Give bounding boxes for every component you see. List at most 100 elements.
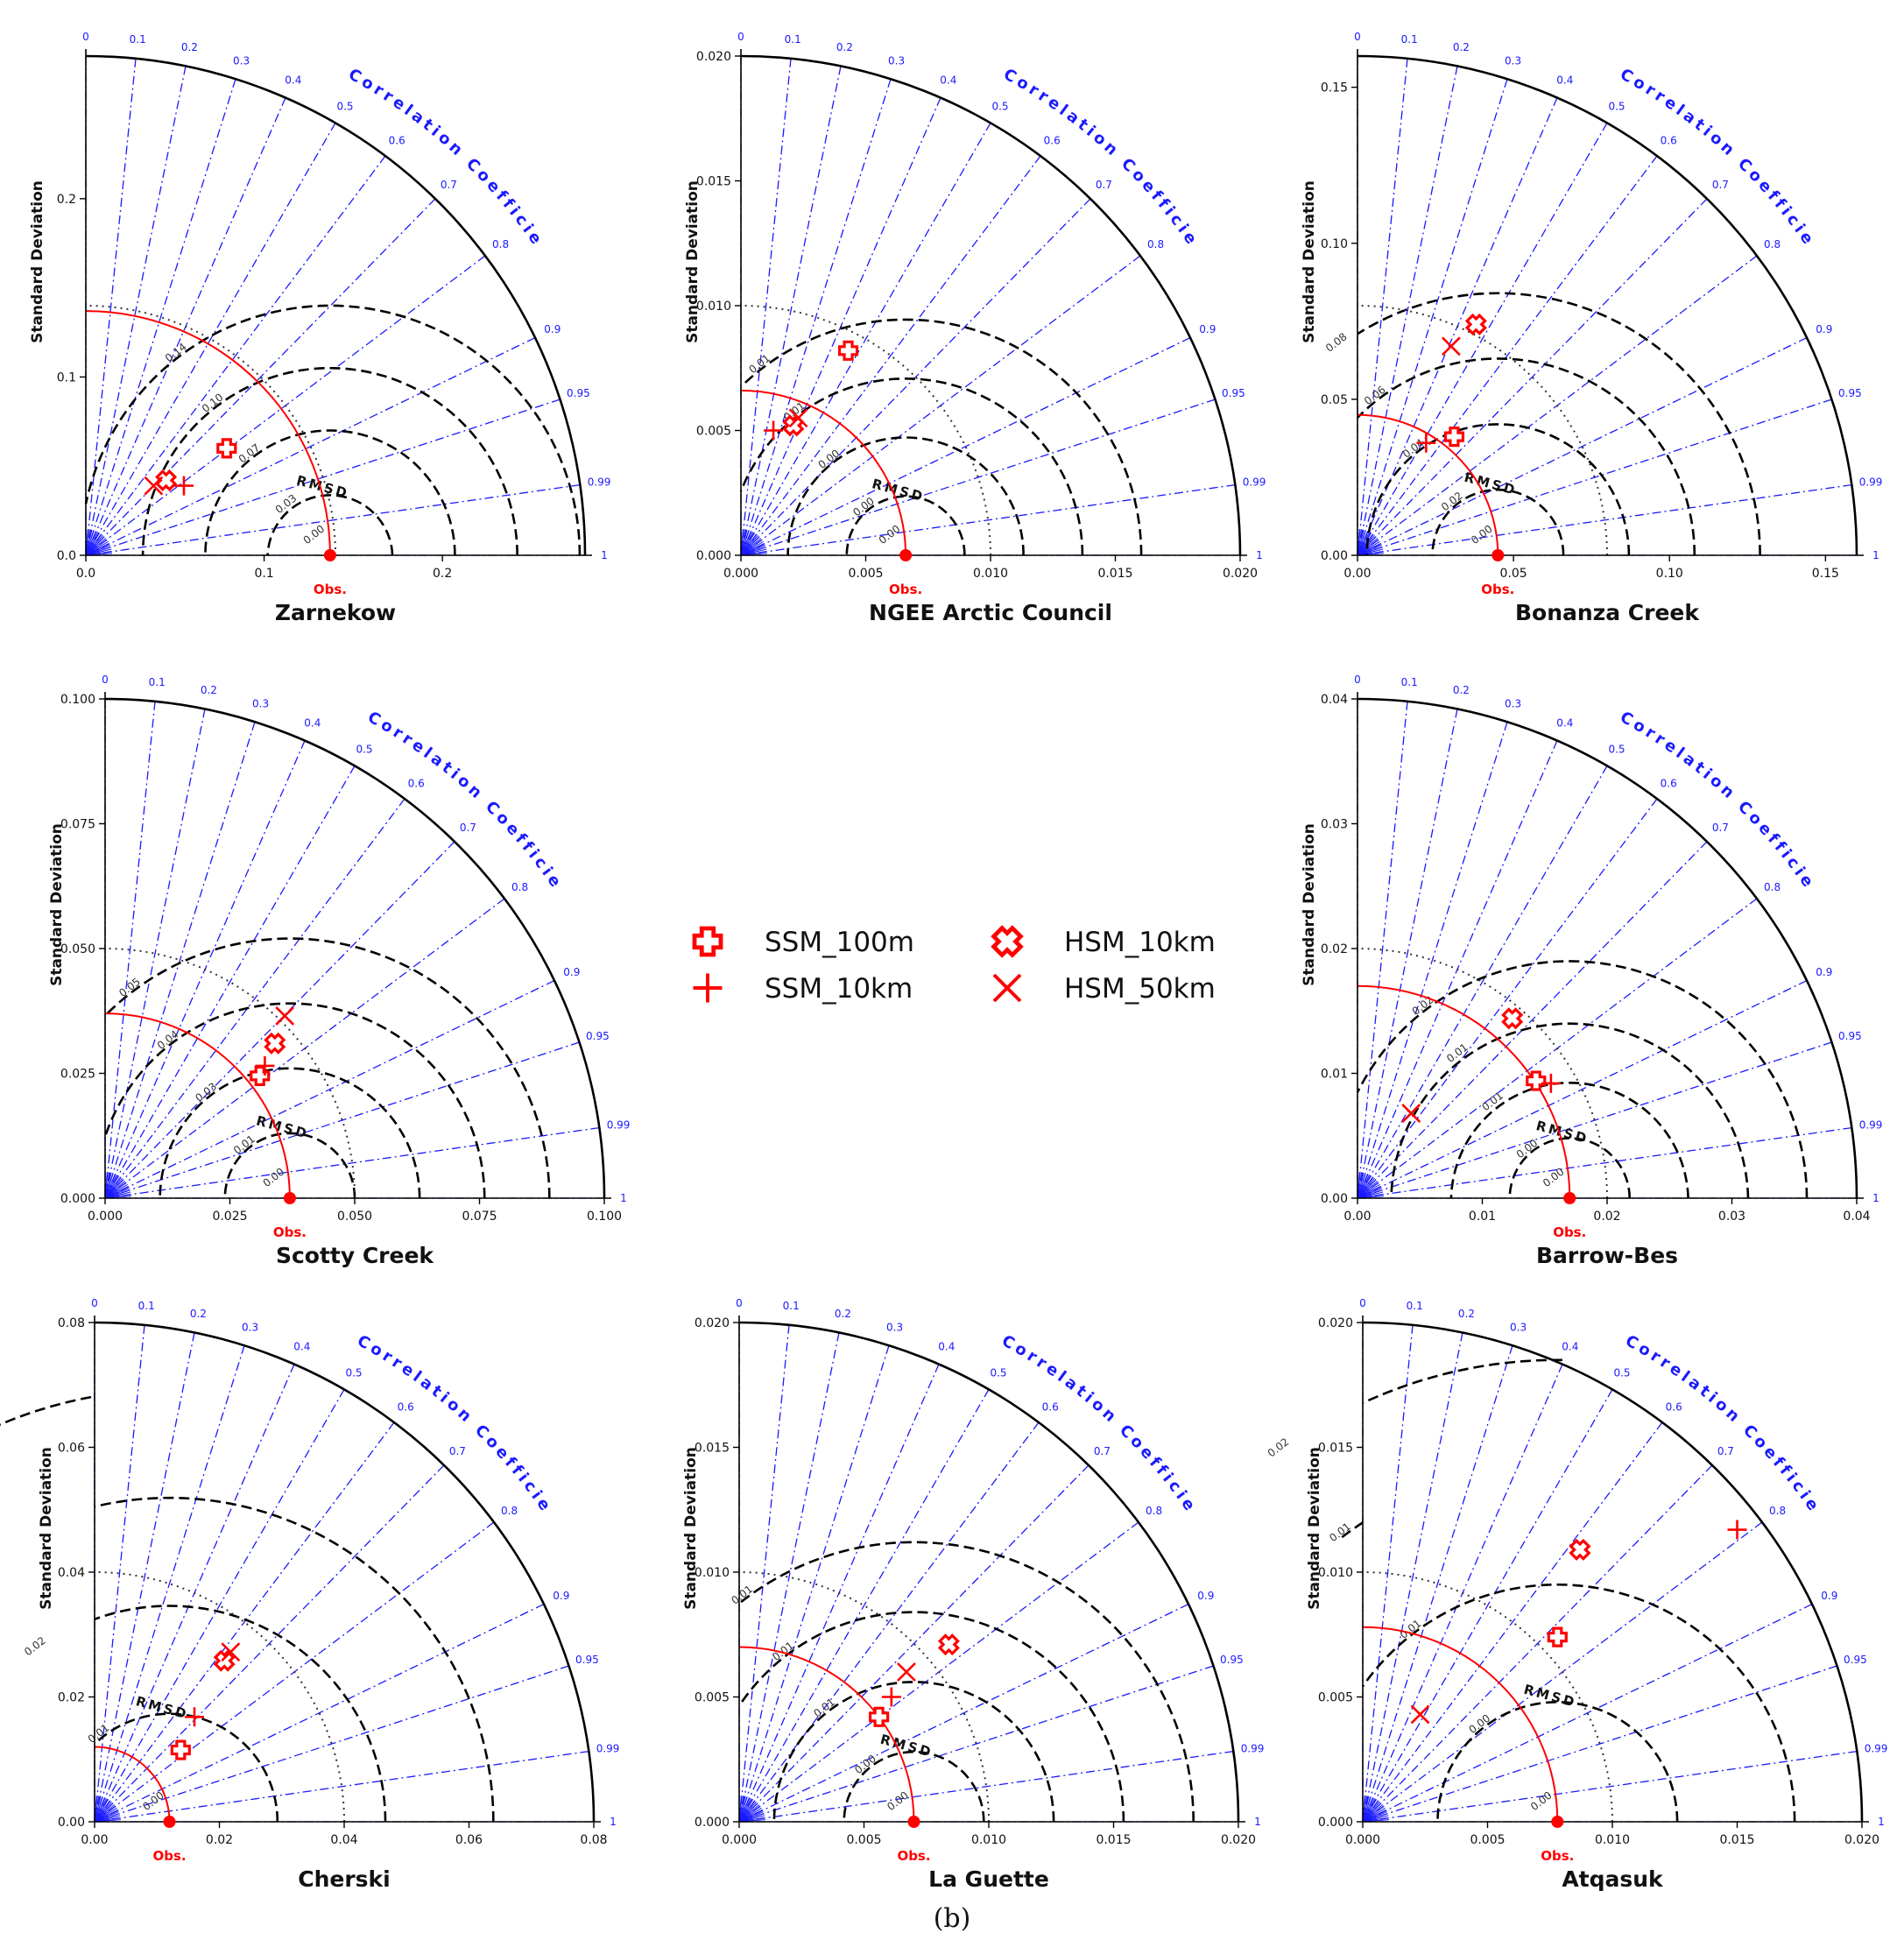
corr-tick-label: 0.6	[1661, 777, 1677, 789]
rmsd-level-label: 0.05	[116, 976, 143, 999]
y-tick-label: 0.00	[1321, 1192, 1348, 1206]
x-tick-label: 0.015	[1719, 1833, 1754, 1847]
figure-caption: (b)	[934, 1903, 971, 1934]
point-hsm-50km	[1410, 1704, 1430, 1725]
obs-label: Obs.	[897, 1848, 930, 1864]
x-tick-label: 0.10	[1656, 567, 1683, 581]
corr-line	[104, 1041, 580, 1199]
obs-std-arc	[1362, 1626, 1559, 1823]
corr-line	[740, 58, 792, 556]
y-axis-title: Standard Deviation	[682, 1447, 700, 1610]
panel-title: Bonanza Creek	[1515, 600, 1700, 625]
corr-line	[738, 1389, 990, 1823]
x-tick-label: 0.0	[76, 567, 95, 581]
corr-tick-label: 0.7	[441, 179, 457, 191]
rmsd-arc	[94, 1605, 387, 1823]
rmsd-arc	[84, 304, 582, 556]
rmsd-level-label: 0.07	[236, 441, 263, 465]
obs-std-arc	[104, 1012, 291, 1199]
rmsd-arc	[738, 1541, 1195, 1823]
legend-label: SSM_100m	[765, 927, 914, 958]
y-tick-label: 0.020	[696, 50, 731, 64]
corr-line	[738, 1345, 890, 1823]
taylor-panel-4: 0 0.10.20.30.40.50.60.70.80.90.950.991Cor…	[0, 0, 630, 1268]
x-tick-label: 0.005	[846, 1833, 881, 1847]
corr-tick-label: 0.95	[586, 1030, 610, 1042]
corr-line	[738, 1750, 1234, 1823]
rmsd-arc	[1357, 357, 1696, 556]
corr-line	[1357, 155, 1658, 556]
corr-line	[740, 79, 892, 556]
y-tick-label: 0.01	[1321, 1068, 1348, 1082]
corr-line	[94, 1389, 345, 1823]
legend-label: SSM_10km	[765, 973, 913, 1005]
rmsd-arc	[1449, 1081, 1689, 1199]
corr-line	[104, 765, 356, 1199]
corr-title-text: Correlation Coefficient	[0, 0, 1821, 1517]
corr-line	[1357, 722, 1508, 1199]
corr-tick-label: 0.9	[563, 966, 580, 978]
corr-tick-label: 0.3	[242, 1321, 258, 1333]
outer-arc	[1362, 1321, 1864, 1823]
taylor-panel-5: 0 0.1 0.2 0.3 0.4 0.5 0.6 0.7 0.8 0.9 0.95 0.99 1 Cor…	[0, 0, 1882, 1268]
corr-tick-label: 0.8	[1764, 238, 1781, 250]
outer-arc	[738, 1321, 1240, 1823]
corr-line	[740, 155, 1041, 556]
obs-point	[907, 1816, 920, 1828]
corr-tick-label: 1	[1872, 549, 1879, 561]
corr-line	[94, 1750, 589, 1823]
obs-std-arc	[1357, 413, 1499, 556]
corr-line	[1357, 79, 1508, 556]
obs-label: Obs.	[152, 1848, 186, 1864]
corr-tick-label: 0.99	[1241, 1742, 1265, 1754]
point-hsm-10km	[782, 414, 805, 437]
rmsd-title: RMSD	[878, 1732, 934, 1760]
y-tick-label: 0.05	[1321, 393, 1348, 407]
x-tick-label: 0.15	[1812, 567, 1839, 581]
corr-line	[94, 1464, 445, 1823]
corr-line	[740, 399, 1216, 556]
corr-title: Correlation Coefficient	[0, 0, 1819, 250]
corr-line	[1362, 1332, 1463, 1823]
rmsd-level-label: 0.04	[155, 1027, 181, 1051]
corr-line	[85, 483, 581, 556]
x-tick-label: 0.075	[462, 1210, 497, 1224]
x-tick-label: 0.02	[206, 1833, 233, 1847]
y-tick-label: 0.00	[1321, 549, 1348, 563]
corr-line	[738, 1665, 1214, 1823]
corr-line	[1357, 198, 1708, 556]
corr-line	[1362, 1389, 1613, 1823]
obs-point	[1491, 549, 1505, 561]
outer-arc	[1357, 54, 1858, 556]
legend-item-hsm-10km: HSM_10km	[991, 925, 1216, 958]
corr-tick-label: 0.4	[293, 1340, 310, 1352]
rmsd-arc	[223, 1132, 356, 1199]
obs-point	[163, 1816, 176, 1828]
corr-line	[1357, 979, 1808, 1199]
corr-tick-label: 0.99	[1859, 476, 1883, 488]
point-hsm-50km	[897, 1662, 916, 1682]
panels-layer: 0 0.1 0.2 0.3 0.4 0.5 0.6 0.7 0.8 0.9 0.95 0.99 1 Cor…	[0, 0, 1887, 1892]
corr-tick-label: 0	[102, 674, 109, 686]
corr-tick-label: 0.2	[181, 41, 198, 53]
rmsd-arc	[104, 937, 551, 1199]
rmsd-arc	[1390, 1022, 1750, 1199]
point-ssm-10km	[881, 1687, 901, 1707]
corr-line	[1362, 1750, 1858, 1823]
corr-tick-label: 0.6	[1044, 134, 1061, 146]
corr-title-text: Correlation Coefficient	[0, 0, 1197, 1517]
rmsd-level-label: 0.01	[1398, 1617, 1424, 1640]
obs-point	[1563, 1192, 1576, 1204]
corr-tick-label: 0.1	[783, 1300, 800, 1312]
corr-line	[1357, 1041, 1832, 1199]
corr-tick-label: 0.6	[1666, 1400, 1682, 1413]
point-ssm-100m	[1443, 427, 1465, 448]
point-ssm-10km	[1727, 1520, 1747, 1540]
legend-label: HSM_50km	[1064, 973, 1216, 1005]
rmsd-arc	[737, 1611, 1125, 1823]
point-hsm-10km	[264, 1032, 286, 1055]
corr-line	[1362, 1665, 1837, 1823]
outer-arc	[94, 1321, 596, 1823]
corr-tick-label: 0.3	[233, 54, 250, 67]
corr-tick-label: 1	[1878, 1816, 1885, 1828]
